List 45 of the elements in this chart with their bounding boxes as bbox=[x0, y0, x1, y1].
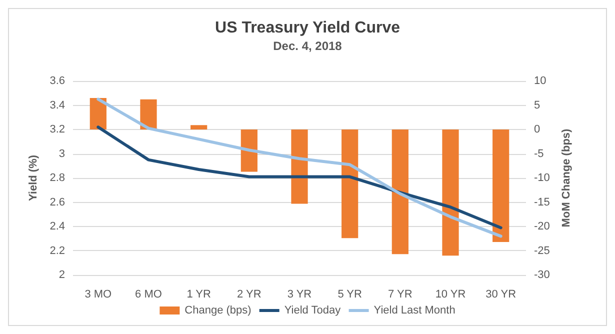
y2-tick-label: -25 bbox=[534, 244, 550, 257]
y-tick-label: 3.6 bbox=[50, 75, 65, 87]
chart-subtitle: Dec. 4, 2018 bbox=[273, 39, 342, 53]
y-tick-label: 3 bbox=[58, 148, 65, 160]
y2-tick-label: 5 bbox=[534, 99, 540, 112]
y2-axis-title: MoM Change (bps) bbox=[560, 128, 572, 228]
legend-label: Change (bps) bbox=[184, 304, 252, 316]
x-tick-label: 3 MO bbox=[84, 288, 112, 300]
x-tick-label: 10 YR bbox=[435, 288, 466, 300]
legend-label: Yield Today bbox=[284, 304, 342, 316]
x-tick-label: 2 YR bbox=[237, 288, 262, 300]
bar bbox=[240, 130, 258, 172]
x-tick-label: 3 YR bbox=[287, 288, 312, 300]
y-tick-label: 2.6 bbox=[50, 196, 65, 208]
y2-tick-label: -5 bbox=[534, 148, 544, 160]
y2-tick-label: 0 bbox=[534, 124, 540, 136]
y-tick-label: 3.2 bbox=[50, 124, 65, 136]
x-tick-label: 30 YR bbox=[486, 288, 516, 300]
y2-tick-label: -20 bbox=[534, 220, 550, 232]
y2-tick-label: -15 bbox=[534, 196, 550, 208]
y-tick-label: 2.2 bbox=[50, 244, 65, 257]
x-tick-label: 1 YR bbox=[186, 288, 212, 300]
bar bbox=[291, 130, 308, 204]
bar bbox=[90, 98, 106, 130]
bar bbox=[342, 130, 358, 238]
bar bbox=[442, 130, 459, 256]
x-tick-label: 5 YR bbox=[338, 288, 362, 300]
chart-title: US Treasury Yield Curve bbox=[215, 20, 400, 36]
y-axis-title: Yield (%) bbox=[27, 154, 40, 202]
bar bbox=[492, 130, 510, 242]
y2-tick-label: 10 bbox=[534, 75, 546, 87]
y-tick-label: 2 bbox=[58, 269, 65, 281]
x-tick-label: 6 MO bbox=[135, 288, 162, 300]
bar bbox=[190, 125, 208, 130]
bar bbox=[140, 99, 157, 130]
bar bbox=[392, 130, 408, 254]
y-tick-label: 2.4 bbox=[50, 220, 65, 232]
x-tick-label: 7 YR bbox=[388, 288, 412, 300]
y2-tick-label: -30 bbox=[534, 269, 550, 281]
y2-tick-label: -10 bbox=[534, 172, 550, 184]
y-tick-label: 2.8 bbox=[50, 172, 65, 184]
line-series bbox=[96, 126, 502, 230]
legend-label: Yield Last Month bbox=[374, 304, 456, 316]
line-series bbox=[96, 98, 502, 238]
y-tick-label: 3.4 bbox=[50, 99, 65, 112]
